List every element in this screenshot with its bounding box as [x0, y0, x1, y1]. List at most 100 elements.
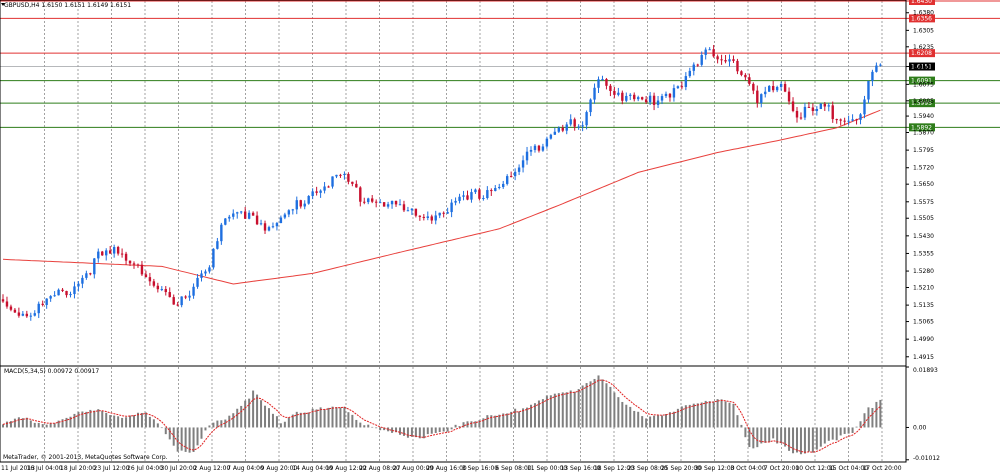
bull-candle [212, 248, 215, 268]
bear-candle [442, 212, 445, 214]
dropdown-arrow-icon[interactable] [1, 3, 5, 6]
bull-candle [593, 87, 596, 100]
bear-candle [712, 49, 715, 57]
macd-bar [506, 413, 509, 428]
macd-bar [295, 411, 298, 428]
macd-bar [672, 411, 675, 428]
macd-bar [347, 412, 350, 428]
time-tick-label: 11 Sep 00:00 [527, 465, 567, 472]
macd-bar [367, 424, 370, 428]
macd-bar [97, 409, 100, 428]
macd-bar [391, 427, 394, 433]
macd-bar [756, 427, 759, 448]
macd-bar [422, 427, 425, 439]
macd-bar [720, 399, 723, 428]
bull-candle [462, 195, 465, 197]
macd-bar [764, 427, 767, 443]
price-tick-label: 1.6380 [913, 10, 934, 17]
macd-bar [402, 427, 405, 436]
bull-candle [664, 93, 668, 97]
macd-bar [871, 407, 874, 428]
bull-candle [438, 212, 441, 216]
bear-candle [156, 285, 160, 290]
bull-candle [29, 315, 32, 317]
time-tick-label: 29 Aug 16:00 [426, 465, 467, 472]
bear-candle [696, 64, 699, 66]
bull-candle [259, 223, 263, 225]
macd-bar [65, 417, 68, 428]
bull-candle [343, 173, 346, 175]
macd-bar [792, 427, 795, 454]
bear-candle [41, 303, 44, 305]
macd-axis: 0.01893 0.00 -0.01012 [906, 366, 940, 462]
macd-bar [363, 425, 366, 428]
price-level-lines[interactable]: 1.6430 1.6356 1.6208 1.6091 1.5995 1.5892 1.61… [0, 0, 1000, 132]
bear-candle [835, 119, 838, 121]
macd-bar [653, 415, 656, 428]
macd-bar [855, 426, 858, 428]
macd-bar [73, 413, 76, 428]
macd-bar [315, 409, 318, 428]
time-tick-label: 3 Oct 04:00 [730, 465, 765, 472]
macd-bar [327, 407, 330, 428]
bull-candle [228, 216, 231, 219]
macd-bar [129, 415, 132, 428]
macd-bar [200, 427, 203, 439]
bull-candle [303, 203, 306, 207]
macd-bar [772, 427, 775, 439]
main-price-pane[interactable]: 1.6430 1.6356 1.6208 1.6091 1.5995 1.5892 1.61… [0, 0, 1000, 367]
time-tick-label: 2 Aug 12:00 [194, 465, 231, 472]
bear-candle [116, 247, 120, 254]
bull-candle [378, 202, 382, 204]
macd-bar [784, 427, 787, 447]
bull-candle [581, 125, 584, 127]
bull-candle [196, 277, 199, 287]
macd-bar [275, 416, 278, 428]
bear-candle [466, 195, 469, 200]
bull-candle [879, 64, 882, 66]
macd-bar [240, 405, 243, 428]
bear-candle [771, 86, 775, 91]
time-tick-label: 17 Oct 20:00 [862, 465, 901, 472]
bull-candle [287, 210, 291, 215]
bull-candle [505, 176, 509, 184]
time-tick-label: 11 Jul 2013 [1, 465, 35, 472]
macd-bar [831, 427, 834, 440]
macd-bar [117, 416, 120, 428]
bull-candle [81, 277, 84, 284]
bull-candle [486, 190, 489, 199]
macd-bar [625, 404, 628, 428]
macd-bar [184, 427, 187, 452]
bull-candle [637, 97, 640, 100]
macd-bar [819, 427, 822, 447]
macd-bar [780, 427, 783, 444]
bull-candle [779, 83, 783, 87]
macd-bar [192, 427, 195, 452]
main-title: GBPUSD,H4 1.6150 1.6151 1.6149 1.6151 [4, 2, 131, 9]
macd-pane[interactable]: MACD(5,34,5) 0.00972 0.00917 MetaTrader,… [0, 365, 907, 463]
price-tick-label: 1.4915 [913, 354, 934, 361]
macd-bar [522, 408, 525, 428]
bear-candle [855, 119, 858, 121]
macd-bar [414, 427, 417, 438]
macd-bar [125, 417, 128, 428]
bear-candle [716, 56, 719, 60]
macd-bar [339, 407, 342, 428]
macd-bar [827, 427, 830, 441]
macd-bar [486, 415, 489, 428]
macd-bar [510, 411, 513, 428]
bull-candle [525, 151, 529, 161]
macd-bar [796, 427, 798, 453]
macd-bar [438, 427, 441, 433]
bull-candle [728, 59, 731, 62]
macd-bar [629, 406, 632, 428]
macd-bar [244, 400, 247, 428]
macd-bar [863, 413, 866, 428]
macd-bar [291, 414, 294, 428]
macd-bar [807, 427, 810, 452]
macd-bar [148, 416, 151, 428]
bull-candle [105, 250, 108, 256]
macd-bar [803, 427, 806, 454]
bull-candle [867, 80, 870, 100]
